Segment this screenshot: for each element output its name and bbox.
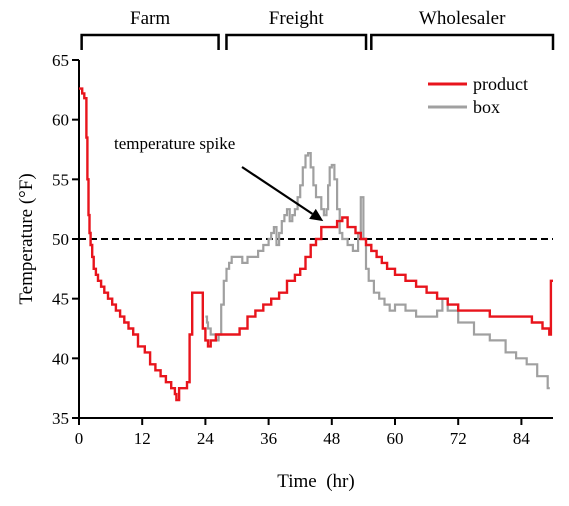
x-tick-label: 48 — [323, 429, 340, 448]
x-tick-label: 60 — [387, 429, 404, 448]
annotation-arrow-icon — [241, 166, 314, 215]
series-line-product — [79, 87, 553, 402]
y-tick-label: 50 — [52, 230, 69, 249]
legend-label-box: box — [473, 97, 500, 117]
stage-brackets: Farm Freight Wholesaler — [80, 8, 555, 50]
legend-label-product: product — [473, 74, 528, 94]
stage-label-farm: Farm — [130, 8, 170, 29]
y-tick-label: 65 — [52, 51, 69, 70]
stage-bracket-freight — [225, 33, 368, 50]
y-tick-label: 45 — [52, 290, 69, 309]
x-tick-label: 72 — [450, 429, 467, 448]
x-tick-label: 36 — [260, 429, 277, 448]
stage-bracket-farm — [80, 33, 220, 50]
y-tick-label: 35 — [52, 409, 69, 428]
x-ticks: 0 12 24 36 48 60 72 84 — [75, 418, 531, 448]
annotation-label: temperature spike — [114, 134, 235, 153]
x-axis-title: Time (hr) — [277, 471, 354, 492]
x-tick-label: 0 — [75, 429, 84, 448]
annotation-arrowhead-icon — [309, 208, 324, 222]
y-axis-title: Temperature (°F) — [16, 173, 37, 304]
stage-label-wholesaler: Wholesaler — [419, 8, 506, 29]
axes: 35 40 45 50 55 60 65 0 12 24 36 48 60 72 84 — [52, 51, 553, 448]
x-tick-label: 84 — [513, 429, 531, 448]
legend: product box — [428, 74, 528, 117]
x-tick-label: 24 — [197, 429, 215, 448]
y-tick-label: 55 — [52, 170, 69, 189]
annotation: temperature spike — [114, 134, 324, 222]
stage-bracket-wholesaler — [370, 33, 555, 50]
x-tick-label: 12 — [134, 429, 151, 448]
y-ticks: 35 40 45 50 55 60 65 — [52, 51, 79, 428]
y-tick-label: 60 — [52, 111, 69, 130]
stage-label-freight: Freight — [269, 8, 325, 29]
y-tick-label: 40 — [52, 349, 69, 368]
series-line-box — [205, 152, 550, 390]
